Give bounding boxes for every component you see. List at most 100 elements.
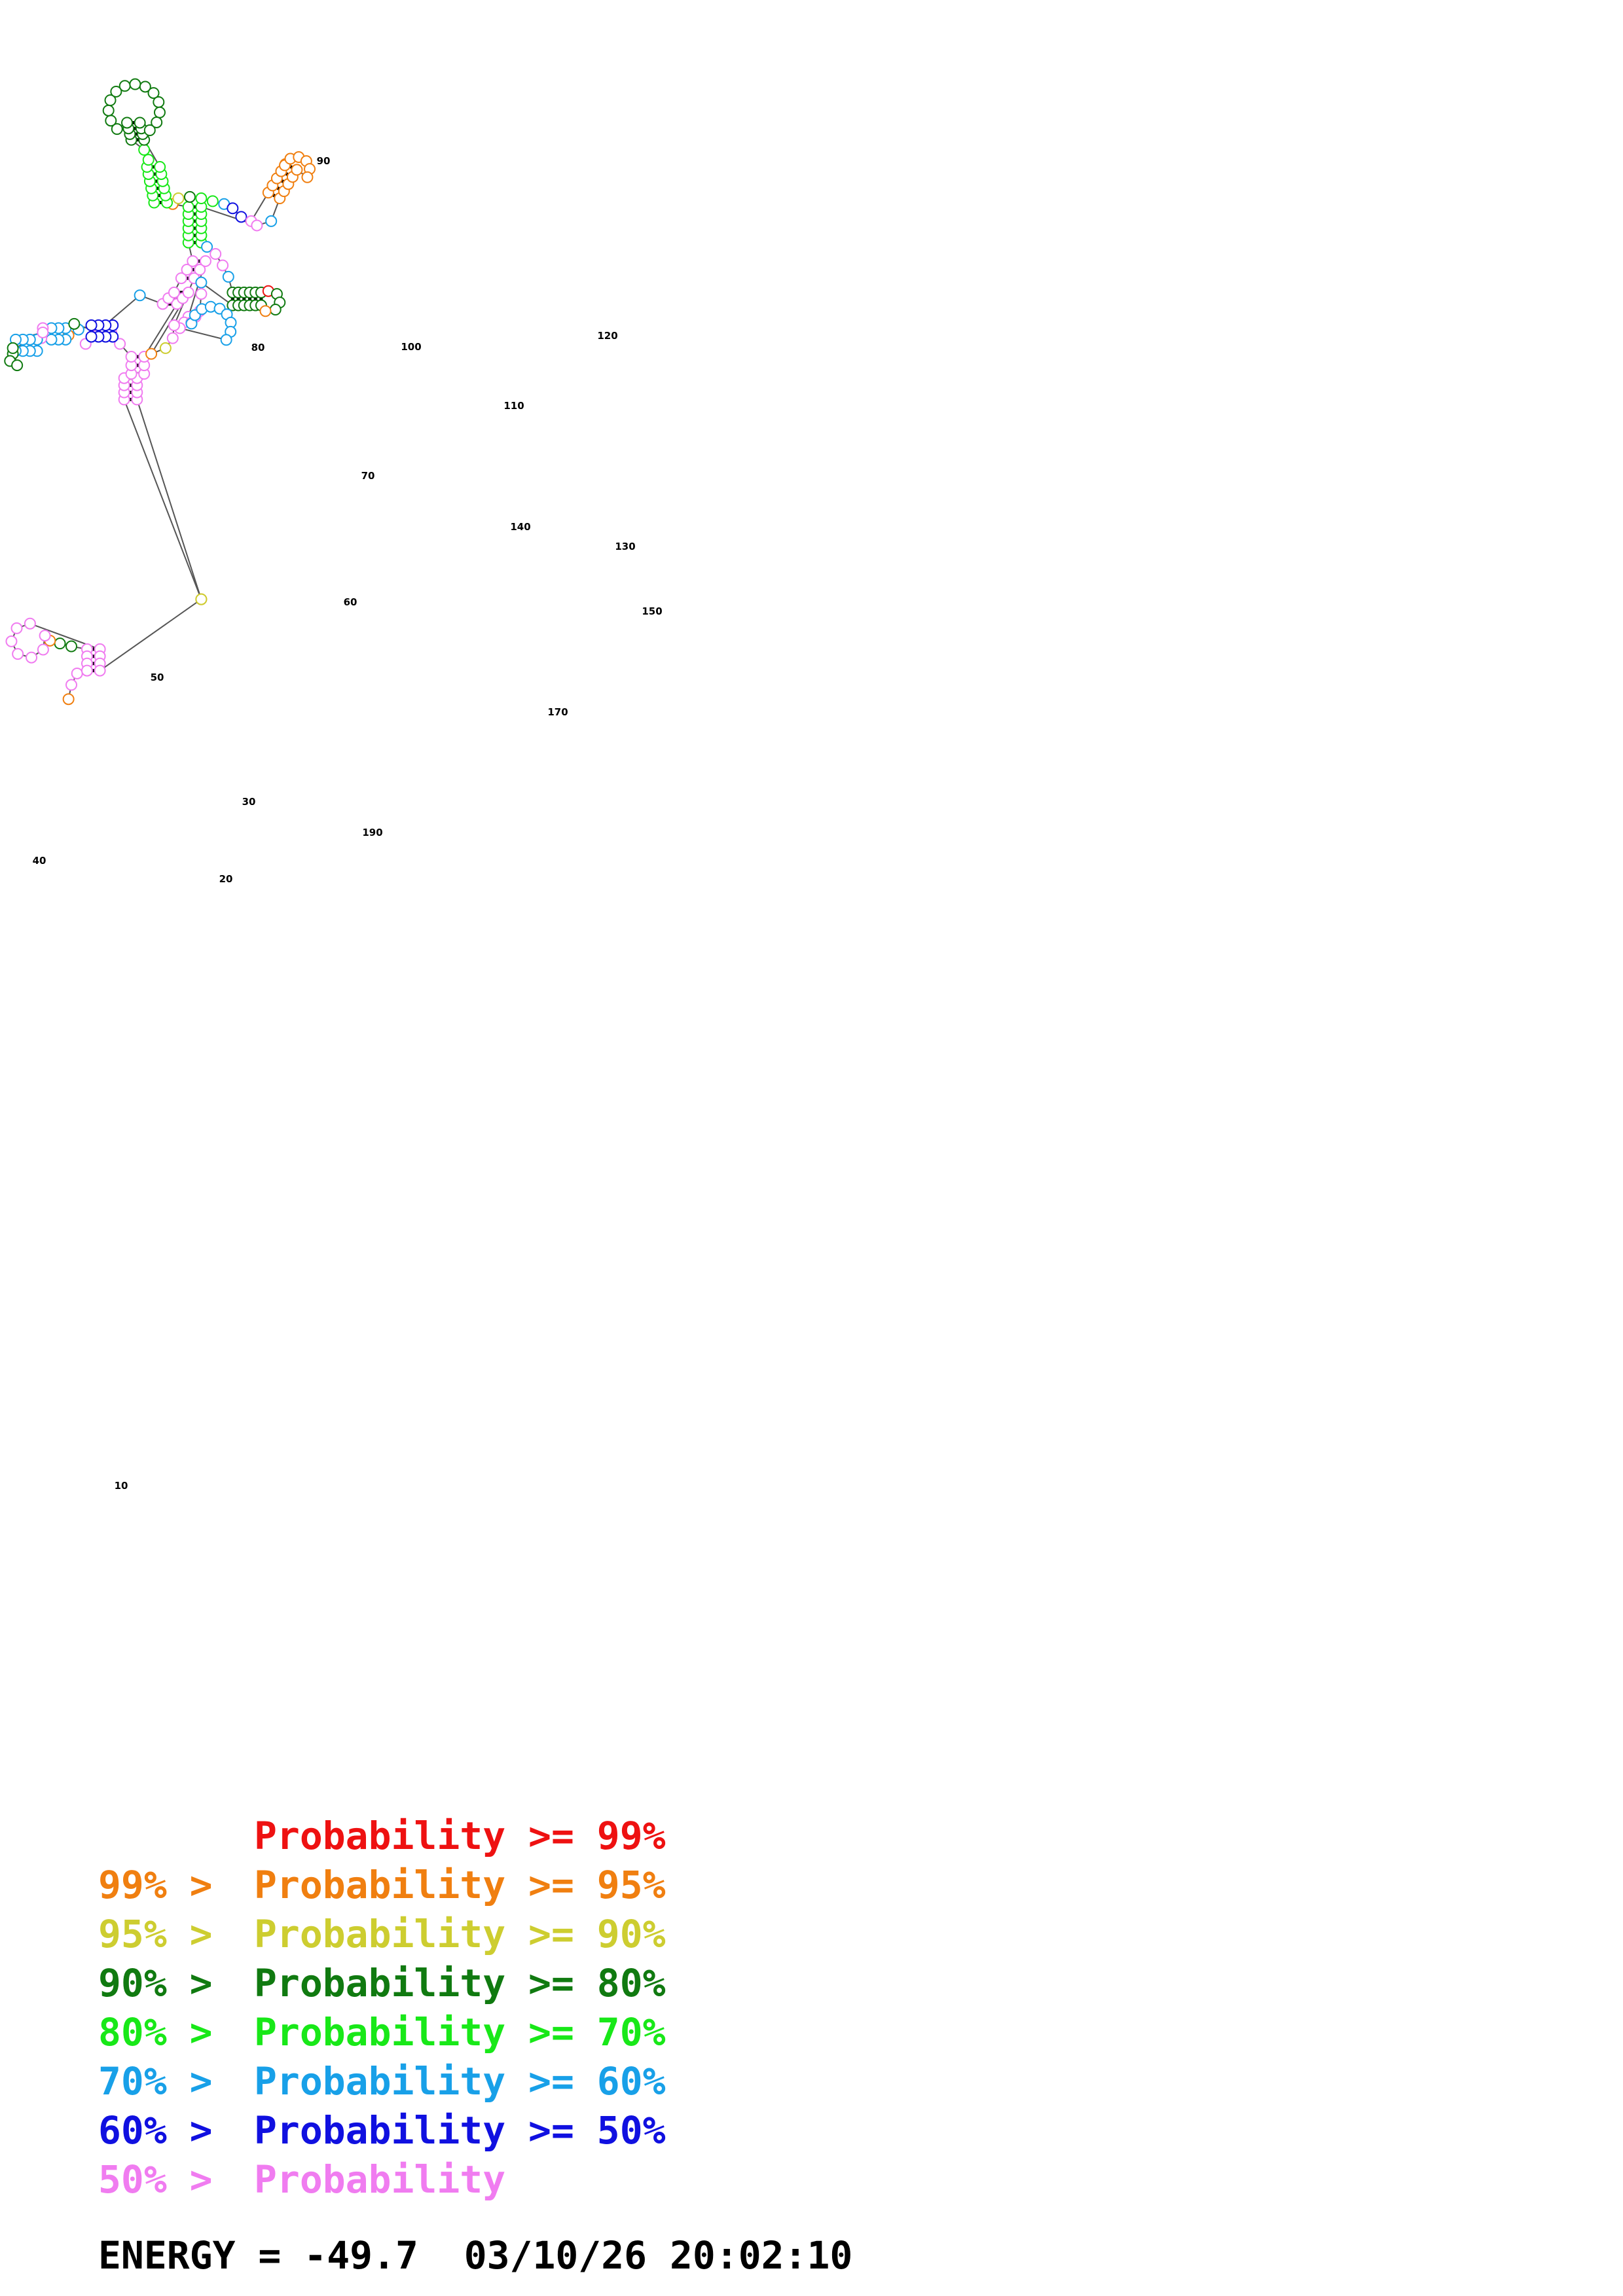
position-label: 190	[362, 827, 382, 838]
backbone-segment	[200, 281, 233, 306]
legend-prefix: 99% >	[98, 1863, 236, 1907]
position-label: 150	[642, 605, 662, 617]
nucleotide	[102, 104, 115, 117]
nucleotide	[194, 264, 206, 276]
legend-prefix: 95% >	[98, 1912, 236, 1956]
backbone-segment	[100, 598, 202, 672]
position-label: 30	[242, 796, 256, 808]
legend-label: Probability >= 90%	[254, 1912, 666, 1956]
nucleotide	[153, 106, 166, 118]
nucleotide	[181, 264, 193, 276]
nucleotide	[147, 87, 160, 99]
nucleotide	[142, 154, 155, 166]
nucleotide	[159, 342, 172, 354]
nucleotide	[259, 305, 272, 317]
legend-prefix: 80% >	[98, 2010, 236, 2054]
nucleotide	[195, 192, 208, 205]
nucleotide	[85, 319, 98, 332]
nucleotide	[121, 117, 134, 129]
nucleotide	[11, 359, 24, 372]
nucleotide	[10, 622, 23, 634]
nucleotide	[217, 259, 229, 272]
nucleotide	[172, 192, 185, 205]
nucleotide	[195, 288, 208, 300]
nucleotide	[71, 667, 83, 679]
nucleotide	[168, 319, 180, 332]
nucleotide	[134, 289, 146, 302]
nucleotide	[129, 78, 141, 90]
nucleotide	[291, 164, 303, 176]
nucleotide	[227, 202, 239, 215]
nucleotide	[153, 96, 165, 108]
nucleotide	[62, 693, 75, 706]
nucleotide	[222, 270, 234, 283]
nucleotide	[39, 630, 51, 642]
nucleotide	[154, 161, 166, 173]
nucleotide	[85, 331, 98, 343]
position-label: 10	[115, 1480, 128, 1492]
nucleotide	[143, 124, 156, 137]
nucleotide	[94, 664, 106, 677]
nucleotide	[37, 643, 49, 656]
legend-label: Probability >= 70%	[254, 2010, 666, 2054]
position-label: 20	[219, 873, 233, 885]
nucleotide	[210, 248, 222, 260]
nucleotide-circles	[4, 78, 316, 706]
nucleotide	[24, 617, 36, 630]
nucleotide	[5, 635, 18, 647]
nucleotide	[235, 211, 247, 223]
legend-prefix: 90% >	[98, 1961, 236, 2005]
nucleotide	[68, 317, 81, 330]
position-label: 170	[547, 706, 568, 718]
nucleotide	[138, 143, 151, 156]
position-label: 120	[597, 330, 617, 342]
nucleotide	[114, 338, 126, 350]
legend-label: Probability >= 60%	[254, 2059, 666, 2104]
legend-prefix: 60% >	[98, 2108, 236, 2153]
nucleotide	[12, 648, 24, 660]
nucleotide	[54, 637, 66, 650]
position-label: 90	[317, 155, 331, 167]
energy-footer: ENERGY = -49.7 03/10/26 20:02:10	[98, 2233, 853, 2278]
position-label: 130	[615, 541, 635, 552]
position-label: 100	[401, 341, 421, 353]
position-label: 110	[503, 400, 524, 412]
nucleotide	[104, 94, 117, 107]
nucleotide	[45, 333, 58, 346]
nucleotide	[65, 679, 77, 691]
legend-label: Probability >= 95%	[254, 1863, 666, 1907]
legend-prefix: 70% >	[98, 2059, 236, 2104]
nucleotide	[301, 171, 314, 183]
position-label: 50	[151, 672, 164, 683]
position-label: 80	[251, 342, 265, 353]
legend-label: Probability >= 50%	[254, 2108, 666, 2153]
nucleotide	[119, 80, 131, 92]
nucleotide	[182, 201, 194, 213]
position-label: 60	[344, 596, 357, 608]
nucleotide	[134, 117, 146, 129]
nucleotide	[26, 651, 38, 664]
nucleotide	[125, 351, 137, 363]
nucleotide	[183, 190, 196, 203]
backbone-segment	[136, 399, 202, 600]
backbone-segment	[123, 399, 202, 600]
nucleotide	[206, 195, 219, 207]
nucleotide	[110, 85, 122, 98]
legend-label: Probability >= 99%	[254, 1814, 666, 1858]
nucleotide	[151, 116, 163, 128]
legend-label: Probability	[254, 2157, 506, 2202]
backbone-segment	[179, 327, 227, 341]
nucleotide	[195, 276, 208, 289]
nucleotide	[195, 593, 208, 605]
position-label: 70	[361, 470, 375, 482]
nucleotide	[251, 219, 263, 232]
position-label: 140	[510, 521, 530, 533]
nucleotide	[199, 255, 211, 267]
nucleotide	[111, 123, 123, 135]
nucleotide	[81, 664, 93, 677]
position-labels: 10 20 30 40 50 60 70 80 90 100 110 120 130 140 150 170 1…	[33, 155, 663, 1492]
backbone-segment	[143, 303, 178, 357]
nucleotide	[175, 272, 187, 285]
nucleotide	[145, 348, 158, 360]
